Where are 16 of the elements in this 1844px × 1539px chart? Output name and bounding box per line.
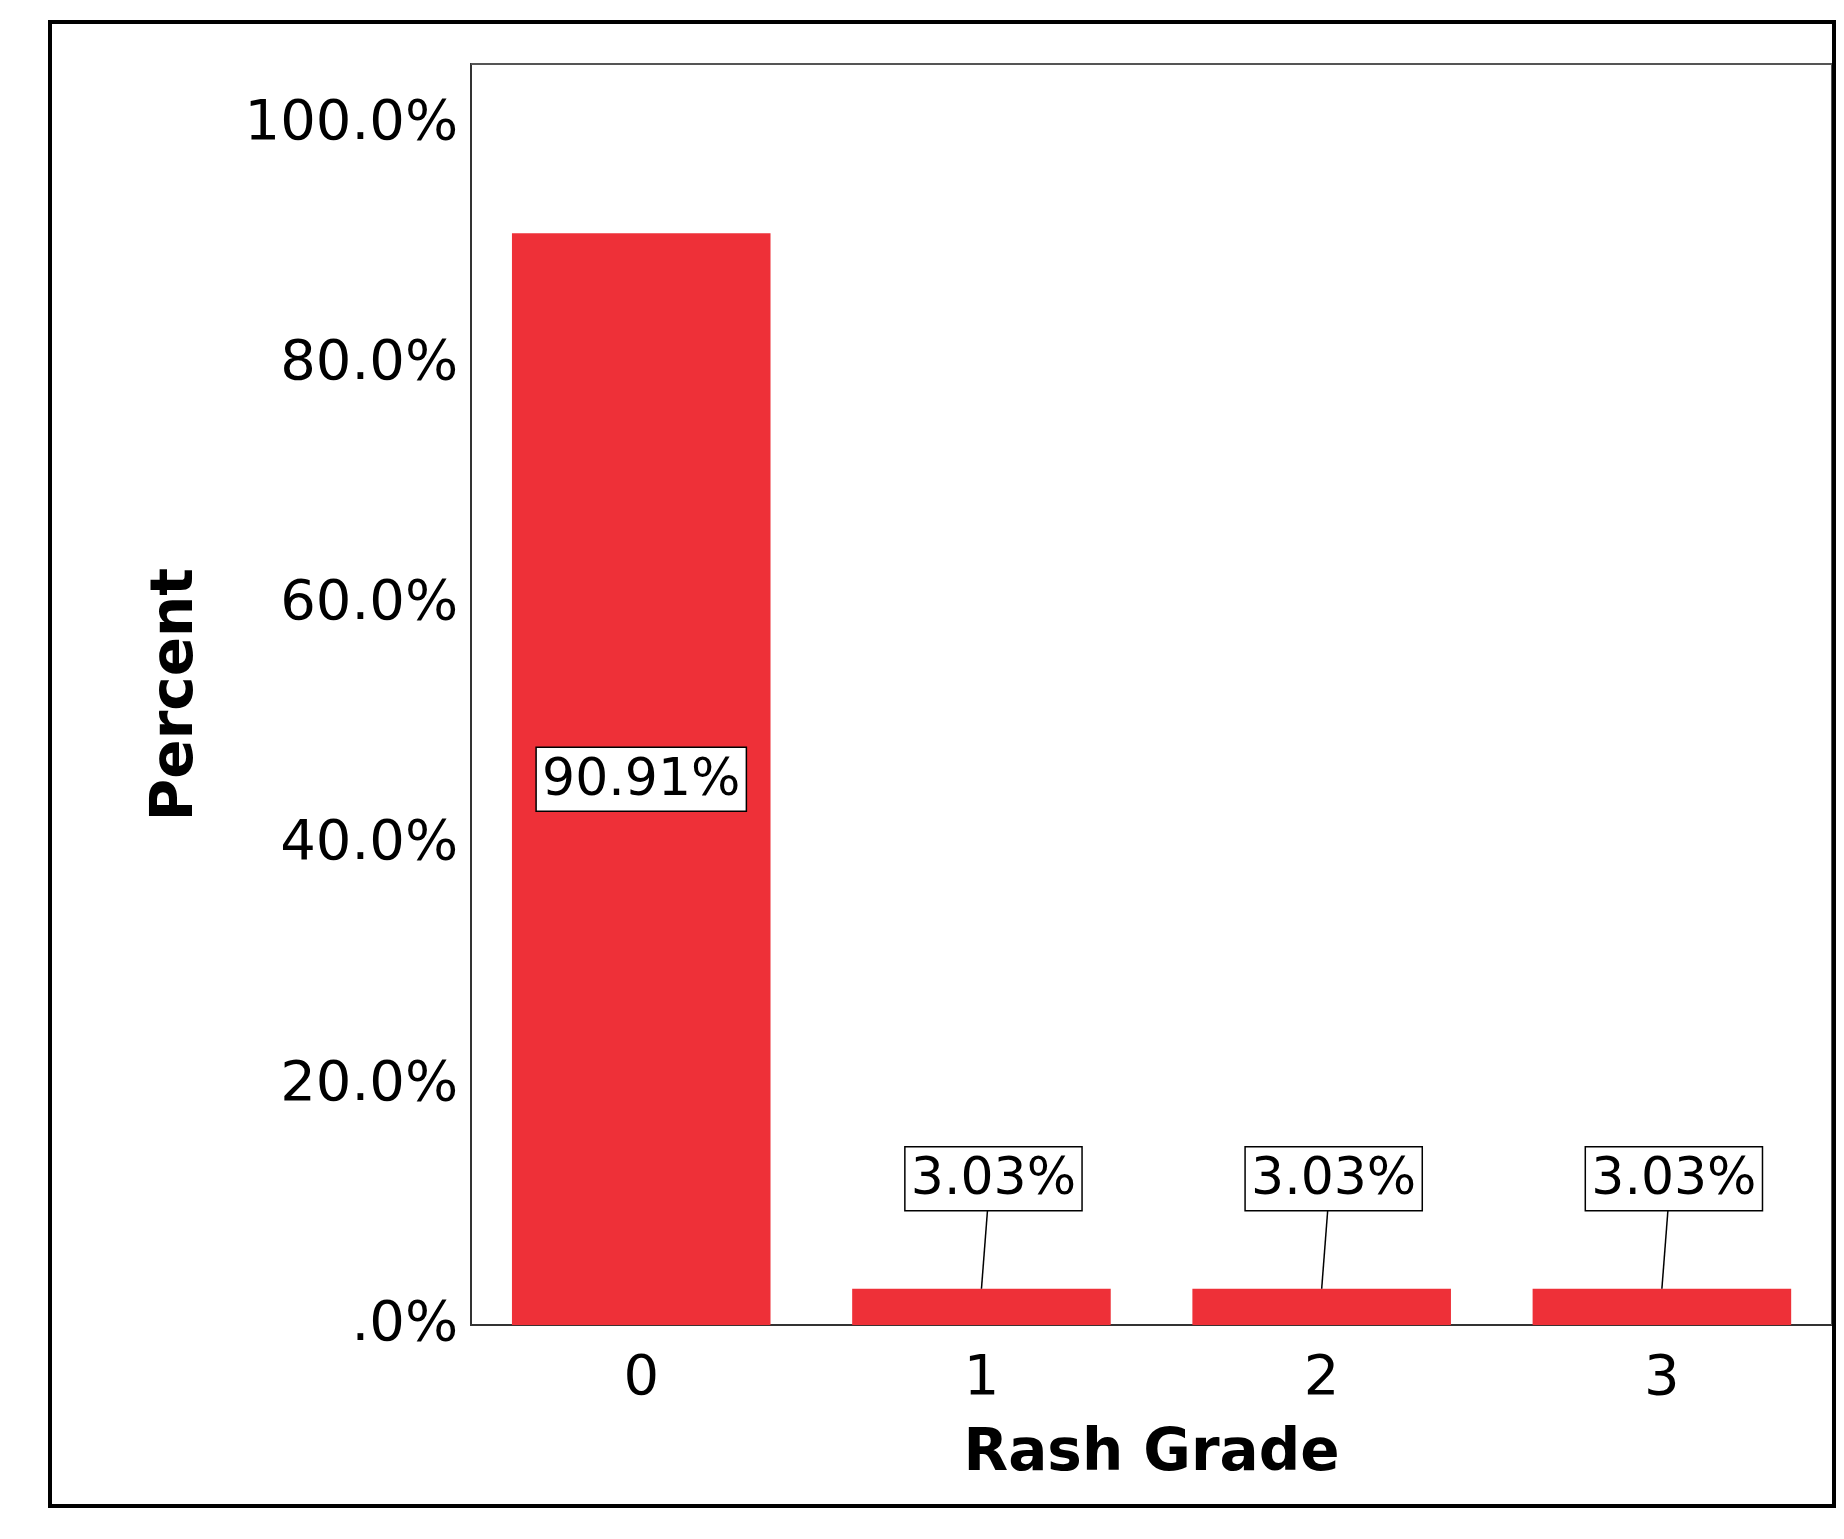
- x-tick-label: 1: [963, 1342, 1000, 1408]
- data-label: 3.03%: [1251, 1146, 1417, 1207]
- y-axis-title: Percent: [137, 568, 206, 822]
- y-tick-label: 60.0%: [280, 567, 459, 633]
- x-tick-label: 3: [1644, 1342, 1680, 1408]
- x-tick-label: 0: [623, 1342, 660, 1408]
- y-tick-label: 80.0%: [280, 326, 459, 392]
- x-tick-label: 2: [1303, 1342, 1340, 1408]
- data-label: 90.91%: [542, 746, 741, 807]
- data-label: 3.03%: [910, 1146, 1077, 1207]
- y-tick-label: 40.0%: [280, 807, 459, 873]
- data-label: 3.03%: [1591, 1146, 1757, 1207]
- y-tick-label: .0%: [351, 1287, 459, 1353]
- y-tick-label: 100.0%: [244, 86, 459, 152]
- y-tick-label: 20.0%: [280, 1047, 459, 1113]
- x-axis-title: Rash Grade: [963, 1416, 1340, 1485]
